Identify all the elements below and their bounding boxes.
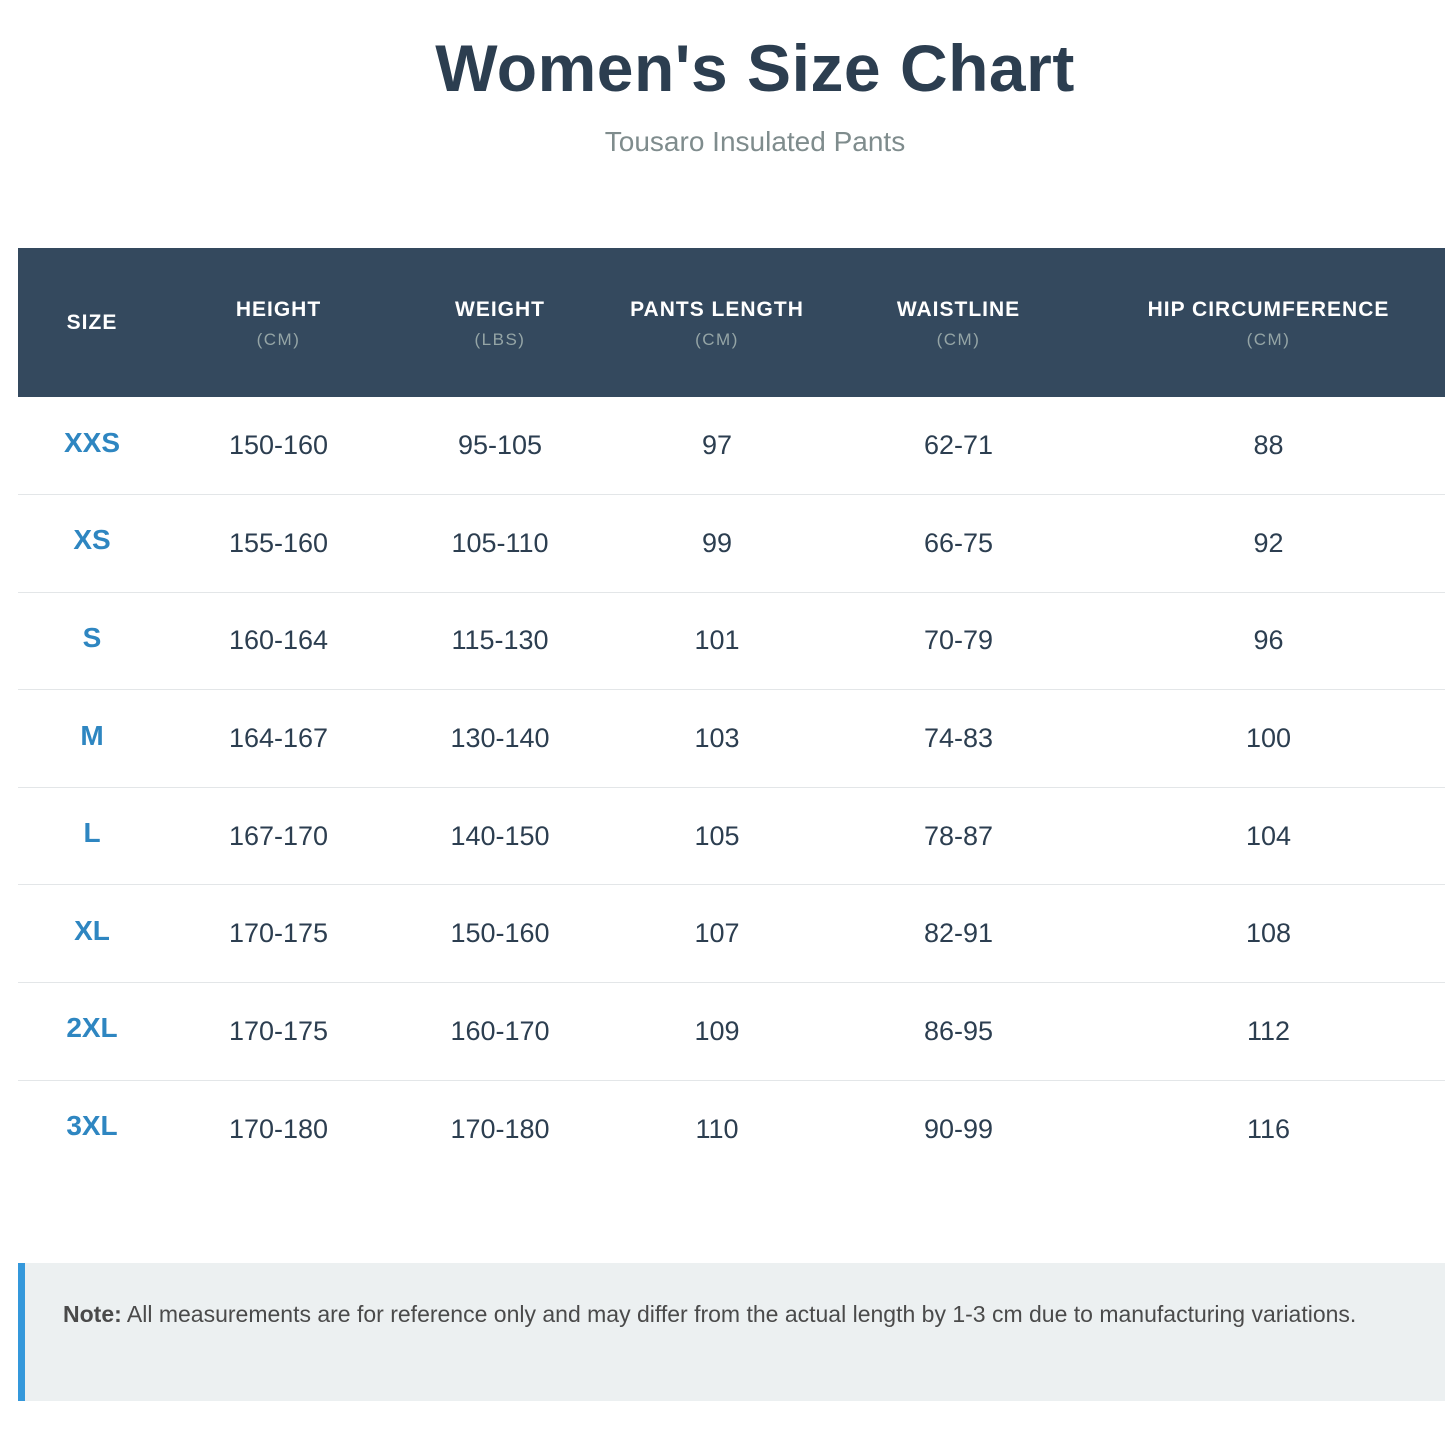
table-row: 2XL 170-175 160-170 109 86-95 112	[18, 983, 1445, 1081]
size-cell: XS	[73, 524, 111, 556]
weight-cell: 130-140	[450, 723, 550, 754]
size-chart-table: SIZE HEIGHT (CM) WEIGHT (LBS) PANTS LENG…	[18, 248, 1445, 1178]
size-cell: XXS	[63, 426, 121, 458]
column-label: WEIGHT	[455, 297, 545, 321]
weight-cell: 105-110	[451, 527, 549, 558]
header-row: SIZE HEIGHT (CM) WEIGHT (LBS) PANTS LENG…	[18, 248, 1445, 397]
table-row: XXS 150-160 95-105 97 62-71 88	[18, 397, 1445, 495]
size-cell: L	[83, 817, 101, 849]
hip-cell: 112	[1246, 1015, 1291, 1046]
height-cell: 170-180	[228, 1113, 329, 1144]
waistline-cell: 70-79	[923, 625, 994, 656]
weight-cell: 160-170	[450, 1015, 550, 1046]
pants-length-cell: 107	[694, 918, 740, 949]
page-subtitle: Tousaro Insulated Pants	[604, 126, 906, 157]
waistline-cell: 86-95	[923, 1015, 994, 1046]
table-row: M 164-167 130-140 103 74-83 100	[18, 690, 1445, 788]
waistline-cell: 90-99	[923, 1113, 994, 1144]
pants-length-cell: 103	[694, 723, 740, 754]
height-cell: 150-160	[228, 430, 329, 461]
pants-length-cell: 105	[694, 820, 740, 851]
column-header-height: HEIGHT (CM)	[166, 248, 391, 397]
height-cell: 164-167	[228, 723, 329, 754]
column-unit: (CM)	[1246, 329, 1291, 349]
hip-cell: 100	[1245, 723, 1292, 754]
pants-length-cell: 109	[694, 1015, 740, 1046]
note-label: Note:	[63, 1301, 122, 1327]
pants-length-cell: 99	[701, 527, 733, 558]
waistline-cell: 66-75	[923, 527, 994, 558]
hip-cell: 104	[1245, 820, 1292, 851]
waistline-cell: 78-87	[923, 820, 994, 851]
pants-length-cell: 97	[701, 430, 733, 461]
column-header-waistline: WAISTLINE (CM)	[825, 248, 1092, 397]
height-cell: 167-170	[228, 820, 329, 851]
hip-cell: 92	[1253, 527, 1284, 558]
table-header: SIZE HEIGHT (CM) WEIGHT (LBS) PANTS LENG…	[18, 248, 1445, 397]
table-row: S 160-164 115-130 101 70-79 96	[18, 592, 1445, 690]
pants-length-cell: 110	[695, 1113, 739, 1144]
column-unit: (CM)	[936, 329, 981, 349]
weight-cell: 115-130	[451, 625, 549, 656]
waistline-cell: 74-83	[923, 723, 994, 754]
table-body: XXS 150-160 95-105 97 62-71 88 XS 155-16…	[18, 397, 1445, 1178]
pants-length-cell: 101	[694, 625, 740, 656]
size-cell: 3XL	[66, 1110, 118, 1142]
height-cell: 170-175	[228, 918, 329, 949]
column-label: HEIGHT	[235, 297, 322, 321]
column-unit: (CM)	[695, 329, 739, 349]
column-unit: (LBS)	[474, 329, 526, 349]
column-label: PANTS LENGTH	[630, 297, 804, 321]
height-cell: 170-175	[228, 1015, 329, 1046]
note-box: Note: All measurements are for reference…	[18, 1263, 1445, 1401]
waistline-cell: 62-71	[923, 430, 994, 461]
weight-cell: 150-160	[450, 918, 550, 949]
table-row: XL 170-175 150-160 107 82-91 108	[18, 885, 1445, 983]
hip-cell: 88	[1253, 430, 1284, 461]
column-label: HIP CIRCUMFERENCE	[1147, 297, 1390, 321]
table-row: XS 155-160 105-110 99 66-75 92	[18, 495, 1445, 593]
table-row: 3XL 170-180 170-180 110 90-99 116	[18, 1080, 1445, 1178]
size-cell: M	[80, 719, 104, 751]
column-label: WAISTLINE	[896, 297, 1021, 321]
column-header-hip-circumference: HIP CIRCUMFERENCE (CM)	[1092, 248, 1445, 397]
height-cell: 160-164	[228, 625, 329, 656]
waistline-cell: 82-91	[923, 918, 994, 949]
hip-cell: 108	[1245, 918, 1292, 949]
size-cell: XL	[74, 914, 110, 946]
page-title: Women's Size Chart	[435, 31, 1075, 105]
note-text: All measurements are for reference only …	[121, 1301, 1357, 1327]
table-row: L 167-170 140-150 105 78-87 104	[18, 787, 1445, 885]
weight-cell: 170-180	[450, 1113, 550, 1144]
size-cell: S	[82, 621, 102, 653]
hip-cell: 96	[1253, 625, 1284, 656]
column-header-pants-length: PANTS LENGTH (CM)	[609, 248, 825, 397]
column-unit: (CM)	[256, 329, 301, 349]
weight-cell: 95-105	[457, 430, 543, 461]
column-header-weight: WEIGHT (LBS)	[391, 248, 609, 397]
hip-cell: 116	[1246, 1113, 1291, 1144]
column-label: SIZE	[66, 310, 118, 334]
size-cell: 2XL	[66, 1012, 118, 1044]
height-cell: 155-160	[228, 527, 329, 558]
column-header-size: SIZE	[18, 248, 166, 397]
weight-cell: 140-150	[450, 820, 550, 851]
